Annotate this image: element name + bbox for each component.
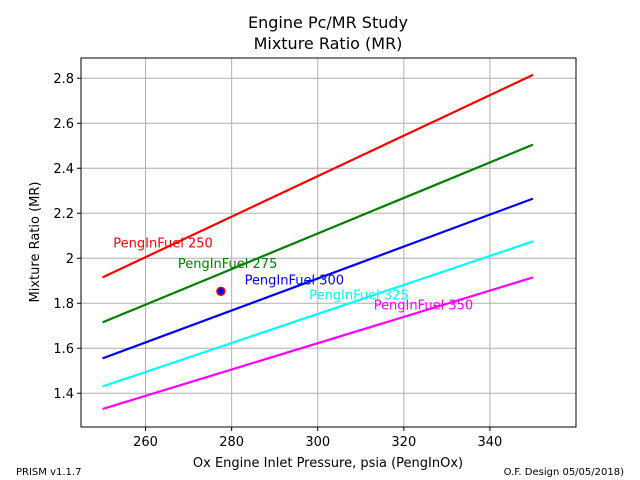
x-axis-ticks: 260 280 300 320 340 — [133, 427, 502, 450]
series-line — [102, 73, 534, 279]
chart-subtitle: Mixture Ratio (MR) — [254, 34, 403, 53]
y-tick-label: 1.6 — [53, 342, 74, 357]
series-line — [102, 197, 534, 360]
y-tick-label: 2.4 — [53, 162, 74, 177]
series-line — [102, 143, 534, 324]
x-axis-label: Ox Engine Inlet Pressure, psia (PengInOx… — [193, 456, 463, 471]
y-tick-label: 1.4 — [53, 387, 74, 402]
series-label: PengInFuel 250 — [113, 237, 213, 252]
series-label: PengInFuel 300 — [245, 274, 345, 289]
y-tick-label: 2.8 — [53, 72, 74, 87]
x-tick-label: 340 — [477, 435, 502, 450]
y-tick-label: 2.6 — [53, 117, 74, 132]
y-axis-label: Mixture Ratio (MR) — [28, 182, 43, 303]
series-label: PengInFuel 275 — [178, 257, 278, 272]
series-label: PengInFuel 325 — [309, 288, 409, 303]
operating-point-marker — [216, 286, 226, 297]
y-axis-ticks: 1.4 1.6 1.8 2 2.2 2.4 2.6 2.8 — [53, 72, 81, 402]
x-tick-label: 320 — [391, 435, 416, 450]
footer-version: PRISM v1.1.7 — [16, 467, 81, 478]
footer-credit: O.F. Design 05/05/2018) — [504, 467, 624, 478]
y-tick-label: 1.8 — [53, 297, 74, 312]
series-line — [102, 240, 534, 388]
y-tick-label: 2 — [66, 252, 74, 267]
x-tick-label: 300 — [305, 435, 330, 450]
series-lines — [102, 73, 534, 411]
plot-frame — [80, 57, 577, 428]
chart-title: Engine Pc/MR Study — [248, 13, 408, 32]
x-tick-label: 260 — [133, 435, 158, 450]
series-labels: PengInFuel 250 PengInFuel 275 PengInFuel 3… — [113, 237, 473, 314]
series-label: PengInFuel 350 — [374, 298, 474, 313]
series-line — [102, 276, 534, 411]
y-tick-label: 2.2 — [53, 207, 74, 222]
operating-point-markers — [216, 286, 226, 297]
x-tick-label: 280 — [219, 435, 244, 450]
